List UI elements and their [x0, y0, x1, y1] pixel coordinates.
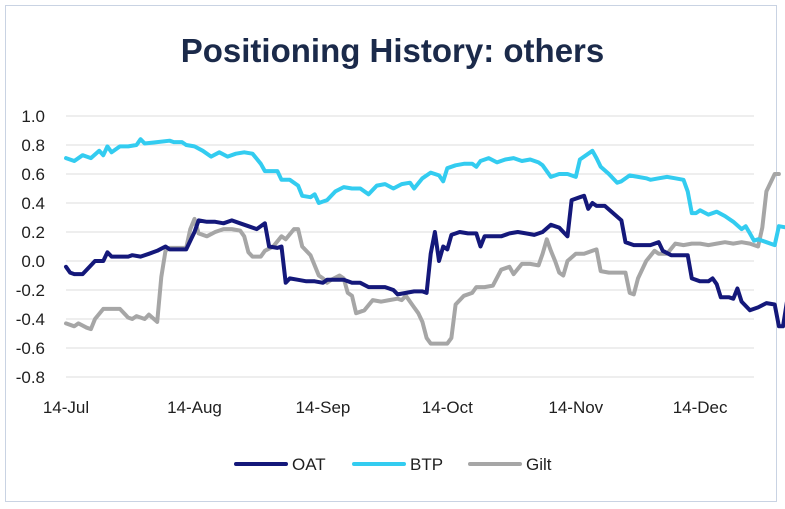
y-tick-label: 0.4 — [21, 194, 45, 213]
y-tick-label: -0.8 — [16, 368, 45, 387]
legend-label-oat: OAT — [292, 455, 326, 474]
x-tick-label: 14-Oct — [422, 398, 473, 417]
gridlines — [66, 115, 754, 378]
y-tick-label: -0.4 — [16, 310, 45, 329]
x-tick-label: 14-Jul — [43, 398, 89, 417]
y-tick-label: 0.0 — [21, 252, 45, 271]
legend-label-btp: BTP — [410, 455, 443, 474]
y-tick-label: 1.0 — [21, 107, 45, 126]
y-tick-label: 0.8 — [21, 136, 45, 155]
x-axis-ticks: 14-Jul 14-Aug 14-Sep 14-Oct 14-Nov 14-Dec — [43, 398, 728, 417]
legend-label-gilt: Gilt — [526, 455, 552, 474]
x-tick-label: 14-Aug — [167, 398, 222, 417]
series-line-oat — [64, 193, 785, 329]
y-tick-label: -0.2 — [16, 281, 45, 300]
x-tick-label: 14-Dec — [673, 398, 728, 417]
y-tick-label: -0.6 — [16, 339, 45, 358]
y-axis-ticks: 1.0 0.8 0.6 0.4 0.2 0.0 -0.2 -0.4 -0.6 -0.8 — [16, 107, 45, 387]
y-tick-label: 0.6 — [21, 165, 45, 184]
x-tick-label: 14-Nov — [548, 398, 603, 417]
chart-title: Positioning History: others — [180, 32, 605, 69]
x-tick-label: 14-Sep — [296, 398, 351, 417]
y-tick-label: 0.2 — [21, 223, 45, 242]
legend: OAT BTP Gilt — [234, 455, 552, 474]
series-line-btp — [64, 137, 785, 248]
series-line-gilt — [64, 172, 781, 346]
series-lines — [64, 137, 785, 346]
